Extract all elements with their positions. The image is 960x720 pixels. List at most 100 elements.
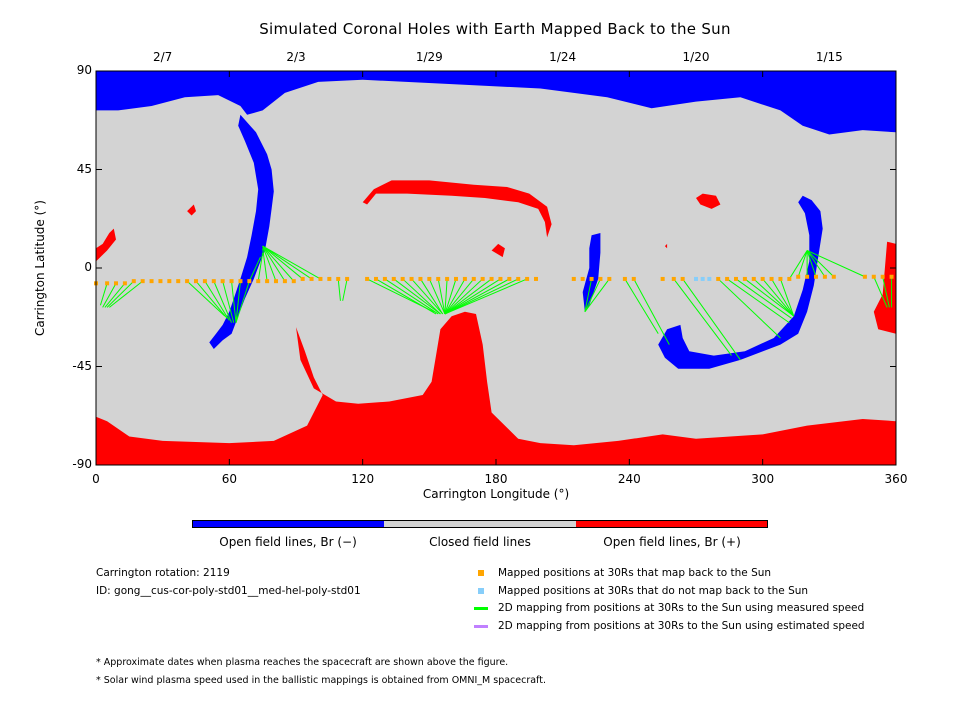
mapping-line-3 xyxy=(104,283,126,308)
mapped-point-17 xyxy=(247,279,252,284)
mapped-point-6 xyxy=(149,279,154,284)
closed-field-background xyxy=(96,71,896,465)
y-tick-label-3: -45 xyxy=(72,358,92,373)
x-tick-label-3: 180 xyxy=(484,472,508,486)
mapped-point-47 xyxy=(525,276,530,281)
mapped-point-1 xyxy=(105,281,110,286)
coronal-hole-negative-1 xyxy=(209,114,274,349)
x-tick-label-5: 300 xyxy=(751,472,775,486)
mapping-line-32 xyxy=(428,278,446,315)
unmapped-point-2 xyxy=(707,276,712,281)
mapping-line-63 xyxy=(806,250,826,278)
mapping-line-19 xyxy=(262,245,295,282)
mapping-line-23 xyxy=(337,278,341,301)
mapped-point-63 xyxy=(751,276,756,281)
mapped-point-10 xyxy=(185,279,190,284)
mapped-point-55 xyxy=(631,276,636,281)
mapped-point-8 xyxy=(167,279,172,284)
colorbar-label-negative: Open field lines, Br (−) xyxy=(219,535,357,549)
coronal-hole-negative-2 xyxy=(658,195,823,369)
mapping-line-28 xyxy=(393,278,441,315)
mapping-line-33 xyxy=(437,278,446,315)
mapped-point-51 xyxy=(589,276,594,281)
mapped-point-35 xyxy=(418,276,423,281)
mapped-point-22 xyxy=(291,279,296,284)
date-label-5: 1/15 xyxy=(815,50,843,64)
mapping-line-49 xyxy=(682,278,741,361)
mapped-point-27 xyxy=(336,276,341,281)
mapping-line-18 xyxy=(262,245,286,282)
mapping-line-26 xyxy=(375,278,437,315)
mapped-point-16 xyxy=(238,279,243,284)
mapping-line-59 xyxy=(788,250,808,280)
y-tick-label-2: 0 xyxy=(84,260,92,274)
mapping-line-45 xyxy=(584,278,601,312)
coronal-hole-negative-3 xyxy=(582,233,601,312)
mapped-point-50 xyxy=(580,276,585,281)
legend-label-estimated: 2D mapping from positions at 30Rs to the… xyxy=(498,620,865,632)
mapped-point-76 xyxy=(889,274,894,279)
colorbar-frame xyxy=(192,520,768,528)
mapped-point-42 xyxy=(480,276,485,281)
mapped-point-25 xyxy=(318,276,323,281)
coronal-hole-positive-5 xyxy=(187,204,196,216)
mapping-line-43 xyxy=(444,278,528,315)
mapped-point-38 xyxy=(445,276,450,281)
mapped-point-11 xyxy=(194,279,198,284)
mapped-point-7 xyxy=(158,279,163,284)
mapping-line-16 xyxy=(262,248,268,282)
date-label-4: 1/20 xyxy=(682,50,710,64)
note-speed: * Solar wind plasma speed used in the ba… xyxy=(96,675,546,686)
x-tick-label-4: 240 xyxy=(617,472,641,486)
mapping-line-14 xyxy=(248,256,261,282)
mapping-line-64 xyxy=(806,250,835,278)
mapped-point-5 xyxy=(140,279,145,284)
mapped-point-21 xyxy=(282,279,287,284)
mapping-line-42 xyxy=(444,278,519,315)
mapping-line-29 xyxy=(402,278,441,315)
mapped-point-72 xyxy=(831,274,836,279)
mapped-point-70 xyxy=(814,274,818,279)
mapping-line-34 xyxy=(444,278,448,314)
mapped-point-15 xyxy=(229,279,234,284)
mapped-point-45 xyxy=(507,276,512,281)
mapped-point-19 xyxy=(265,279,270,284)
colorbar-label-closed: Closed field lines xyxy=(429,535,531,549)
mapped-point-43 xyxy=(489,276,494,281)
note-dates: * Approximate dates when plasma reaches … xyxy=(96,657,509,668)
mapped-point-66 xyxy=(778,276,783,281)
mapped-point-65 xyxy=(769,276,774,281)
mapping-line-65 xyxy=(806,250,866,278)
coronal-hole-positive-7 xyxy=(664,243,668,249)
mapping-line-53 xyxy=(735,278,792,319)
date-label-3: 1/24 xyxy=(549,50,577,64)
mapping-line-40 xyxy=(444,278,501,315)
mapping-line-2 xyxy=(102,283,117,308)
mapping-line-13 xyxy=(235,280,250,323)
mapped-point-46 xyxy=(516,276,521,281)
mapped-point-44 xyxy=(498,276,503,281)
mapping-line-22 xyxy=(262,245,321,280)
colorbar-label-positive: Open field lines, Br (+) xyxy=(603,535,741,549)
legend-label-unmapped: Mapped positions at 30Rs that do not map… xyxy=(498,585,809,597)
legend-label-mapped: Mapped positions at 30Rs that map back t… xyxy=(498,567,772,579)
date-label-2: 1/29 xyxy=(415,50,443,64)
legend-label-measured: 2D mapping from positions at 30Rs to the… xyxy=(498,602,865,614)
mapping-line-46 xyxy=(584,278,610,313)
mapped-point-54 xyxy=(622,276,627,281)
mapped-point-24 xyxy=(309,276,314,281)
mapping-line-30 xyxy=(411,278,444,315)
mapping-line-12 xyxy=(235,281,241,323)
mapping-line-58 xyxy=(779,278,795,317)
date-label-1: 2/3 xyxy=(286,50,306,64)
mapping-line-6 xyxy=(186,280,226,317)
mapped-point-48 xyxy=(534,276,538,281)
mapping-line-9 xyxy=(213,280,233,323)
colorbar-closed xyxy=(384,520,576,528)
mapped-point-26 xyxy=(327,276,332,281)
coronal-hole-positive-4 xyxy=(96,228,116,262)
chart-title: Simulated Coronal Holes with Earth Mappe… xyxy=(259,20,731,38)
mapping-line-41 xyxy=(444,278,510,315)
mapped-point-32 xyxy=(391,276,396,281)
mapped-point-58 xyxy=(680,276,685,281)
